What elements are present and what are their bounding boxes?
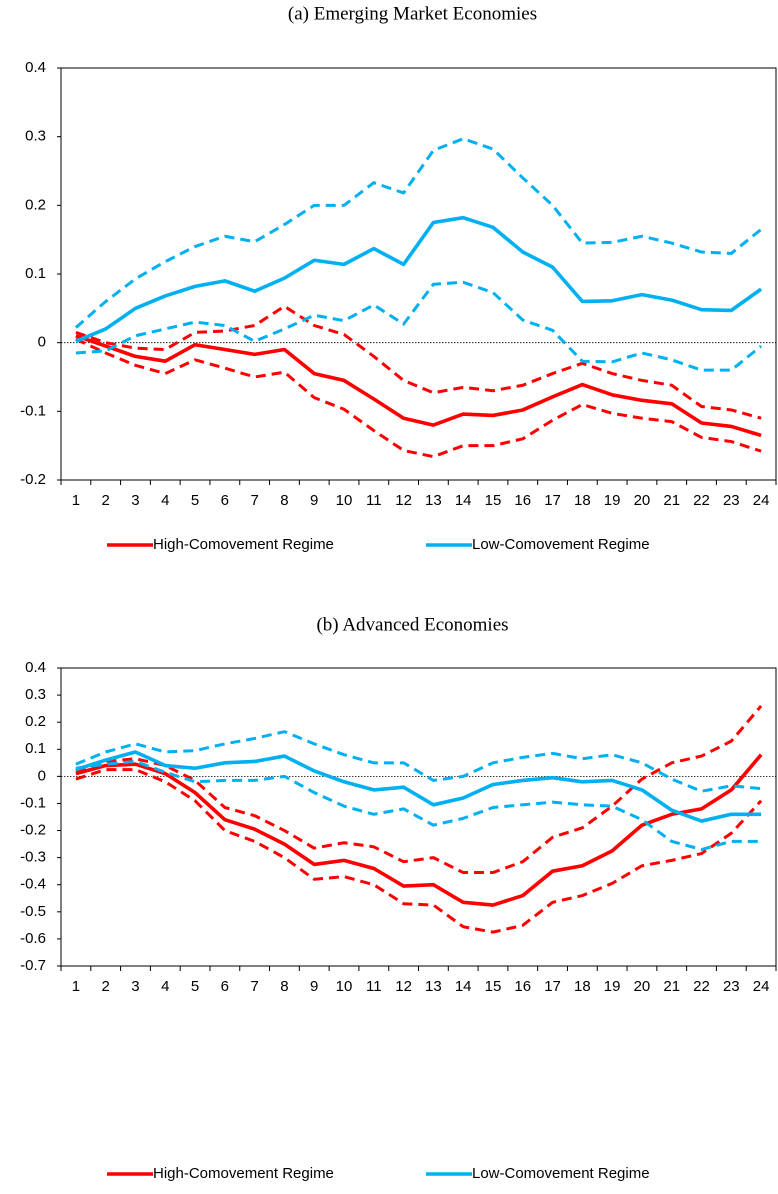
x-tick-label: 2	[102, 492, 110, 509]
chart-title: (a) Emerging Market Economies	[288, 3, 537, 24]
x-tick-label: 21	[663, 492, 680, 509]
x-tick-label: 6	[221, 492, 229, 509]
upper-band	[74, 137, 763, 329]
x-tick-label: 8	[280, 492, 288, 509]
x-tick-label: 17	[544, 492, 561, 509]
x-tick-label: 20	[634, 492, 651, 509]
upper-band	[75, 730, 762, 793]
legend-label: Low-Comovement Regime	[472, 536, 650, 553]
y-tick-label: -0.4	[20, 876, 46, 893]
y-tick-label: 0.4	[25, 659, 46, 676]
x-tick-label: 14	[455, 492, 472, 509]
x-tick-label: 24	[753, 978, 770, 995]
legend-label: High-Comovement Regime	[153, 536, 334, 553]
x-tick-label: 5	[191, 492, 199, 509]
x-tick-label: 4	[161, 978, 169, 995]
series-line	[75, 750, 762, 823]
x-tick-label: 22	[693, 492, 710, 509]
lower-band	[75, 759, 762, 852]
y-tick-label: 0.3	[25, 686, 46, 703]
x-tick-label: 20	[634, 978, 651, 995]
upper-band	[75, 304, 762, 420]
upper-band	[75, 704, 763, 875]
y-tick-label: -0.3	[20, 849, 46, 866]
y-tick-label: -0.2	[20, 471, 46, 488]
y-tick-label: 0.2	[25, 713, 46, 730]
x-tick-label: 15	[485, 492, 502, 509]
series-line	[75, 334, 762, 438]
x-tick-label: 2	[102, 978, 110, 995]
x-tick-label: 10	[336, 492, 353, 509]
x-tick-label: 24	[753, 492, 770, 509]
x-tick-label: 10	[336, 978, 353, 995]
y-tick-label: -0.2	[20, 822, 46, 839]
x-tick-label: 11	[366, 978, 382, 995]
y-tick-label: 0	[38, 767, 46, 784]
y-tick-label: 0.4	[25, 59, 46, 76]
chart-title: (b) Advanced Economies	[316, 614, 508, 635]
x-tick-label: 3	[131, 978, 139, 995]
plot-frame	[60, 67, 777, 481]
y-tick-label: 0.3	[25, 128, 46, 145]
x-tick-label: 23	[723, 978, 740, 995]
y-tick-label: -0.1	[20, 402, 46, 419]
x-tick-label: 19	[604, 492, 621, 509]
series-line	[75, 215, 763, 343]
lower-band	[75, 768, 763, 934]
x-tick-label: 15	[485, 978, 502, 995]
x-tick-label: 22	[693, 978, 710, 995]
x-tick-label: 9	[310, 492, 318, 509]
x-tick-label: 14	[455, 978, 472, 995]
x-tick-label: 7	[250, 978, 258, 995]
x-tick-label: 1	[72, 978, 80, 995]
x-tick-label: 19	[604, 978, 621, 995]
x-tick-label: 1	[72, 492, 80, 509]
y-tick-label: 0.1	[25, 265, 46, 282]
x-tick-label: 13	[425, 978, 442, 995]
y-tick-label: -0.5	[20, 903, 46, 920]
x-tick-label: 21	[663, 978, 680, 995]
x-tick-label: 8	[280, 978, 288, 995]
x-tick-label: 4	[161, 492, 169, 509]
y-tick-label: 0	[38, 334, 46, 351]
x-tick-label: 16	[514, 978, 531, 995]
x-tick-label: 12	[395, 978, 412, 995]
x-tick-label: 18	[574, 492, 591, 509]
y-tick-label: -0.6	[20, 930, 46, 947]
y-tick-label: 0.1	[25, 740, 46, 757]
x-tick-label: 9	[310, 978, 318, 995]
x-tick-label: 12	[395, 492, 412, 509]
x-tick-label: 6	[221, 978, 229, 995]
x-tick-label: 13	[425, 492, 442, 509]
y-tick-label: 0.2	[25, 196, 46, 213]
x-tick-label: 7	[250, 492, 258, 509]
legend-label: Low-Comovement Regime	[472, 1165, 650, 1182]
x-tick-label: 16	[514, 492, 531, 509]
lower-band	[75, 280, 763, 372]
y-tick-label: -0.7	[20, 957, 46, 974]
legend-label: High-Comovement Regime	[153, 1165, 334, 1182]
x-tick-label: 5	[191, 978, 199, 995]
x-tick-label: 11	[366, 492, 382, 509]
x-tick-label: 17	[544, 978, 561, 995]
x-tick-label: 3	[131, 492, 139, 509]
y-tick-label: -0.1	[20, 794, 46, 811]
x-tick-label: 18	[574, 978, 591, 995]
x-tick-label: 23	[723, 492, 740, 509]
